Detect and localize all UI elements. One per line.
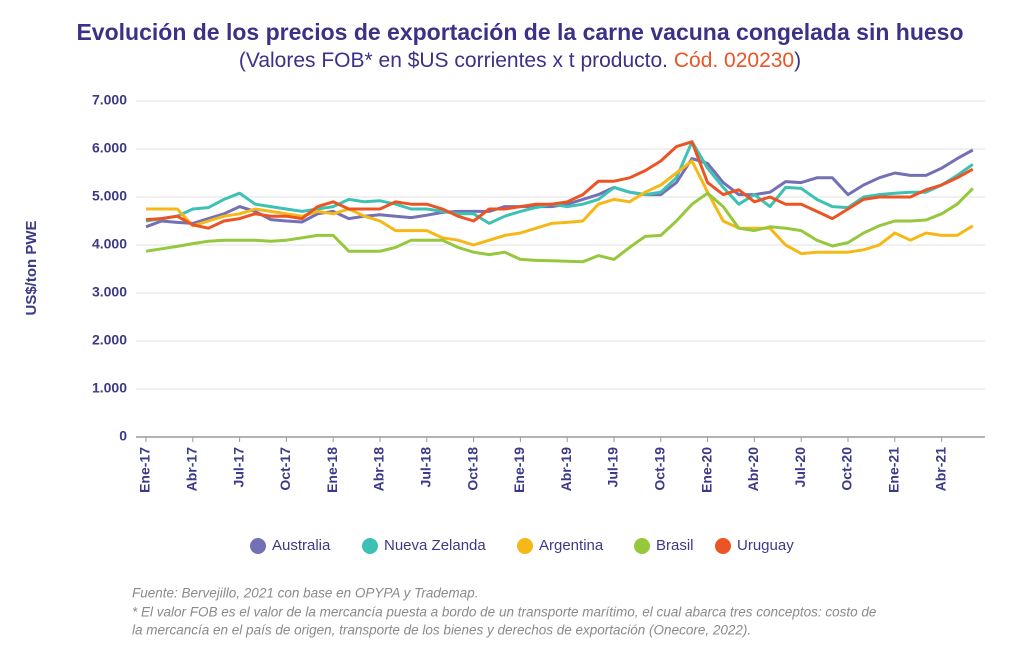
x-tick-label: Oct-17 (277, 447, 293, 491)
legend-marker (250, 538, 266, 554)
legend-marker (362, 538, 378, 554)
y-tick-label: 4.000 (92, 236, 127, 252)
series-line (145, 140, 974, 225)
footnote: * El valor FOB es el valor de la mercanc… (132, 605, 876, 620)
x-tick-label: Abr-17 (184, 447, 200, 492)
x-tick-label: Ene-18 (324, 447, 340, 493)
y-tick-label: 2.000 (92, 332, 127, 348)
legend-marker (715, 538, 731, 554)
legend-label: Australia (272, 537, 331, 554)
legend-marker (517, 538, 533, 554)
series-line (145, 187, 974, 264)
x-tick-label: Abr-19 (558, 447, 574, 492)
chart-title: Evolución de los precios de exportación … (76, 19, 963, 45)
y-axis-label: US$/ton PWE (23, 220, 40, 315)
y-tick-label: 7.000 (92, 92, 127, 108)
y-tick-label: 0 (119, 428, 127, 444)
x-tick-label: Jul-20 (792, 447, 808, 488)
x-tick-label: Oct-20 (839, 447, 855, 491)
series-line (145, 140, 974, 230)
x-tick-label: Abr-18 (371, 447, 387, 492)
legend-label: Brasil (656, 537, 694, 554)
subtitle-part: (Valores FOB* en $US corrientes x t prod… (239, 49, 674, 72)
x-tick-label: Jul-18 (418, 447, 434, 488)
x-tick-label: Ene-21 (886, 447, 902, 493)
legend-label: Argentina (539, 537, 604, 554)
legend-label: Nueva Zelanda (384, 537, 486, 554)
x-tick-label: Oct-19 (652, 447, 668, 491)
legend-label: Uruguay (737, 537, 794, 554)
chart-subtitle: (Valores FOB* en $US corrientes x t prod… (239, 49, 801, 72)
y-tick-label: 6.000 (92, 140, 127, 156)
footnote: la mercancía en el país de origen, trans… (132, 623, 751, 638)
x-tick-label: Oct-18 (464, 447, 480, 491)
y-tick-label: 1.000 (92, 380, 127, 396)
x-tick-label: Abr-21 (932, 447, 948, 492)
x-tick-label: Jul-17 (230, 447, 246, 488)
series-line (146, 159, 974, 256)
x-tick-label: Ene-17 (137, 447, 153, 493)
x-tick-label: Ene-20 (698, 447, 714, 493)
x-tick-label: Abr-20 (745, 447, 761, 492)
x-tick-label: Jul-19 (605, 447, 621, 488)
legend-marker (634, 538, 650, 554)
footnote: Fuente: Bervejillo, 2021 con base en OPY… (132, 586, 478, 601)
subtitle-code: Cód. 020230 (674, 49, 794, 72)
subtitle-part: ) (794, 49, 801, 72)
y-tick-label: 3.000 (92, 284, 127, 300)
x-tick-label: Ene-19 (511, 447, 527, 493)
y-tick-label: 5.000 (92, 188, 127, 204)
